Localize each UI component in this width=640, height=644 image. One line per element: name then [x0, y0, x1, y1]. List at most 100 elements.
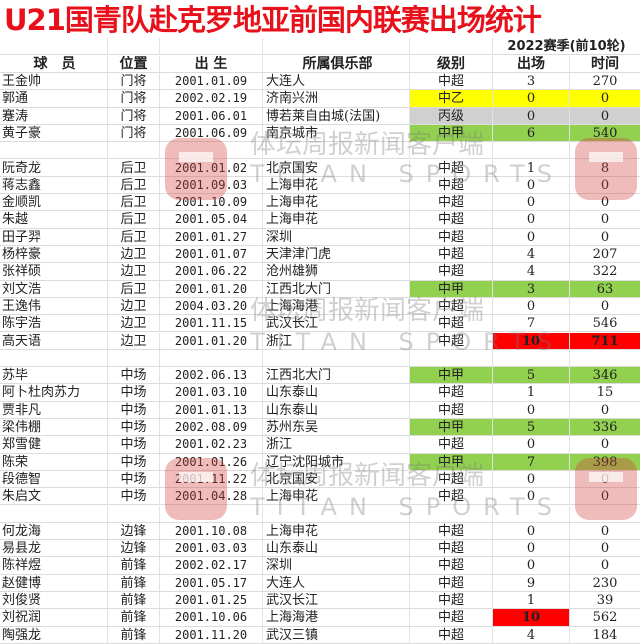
club-cell[interactable]: 天津津门虎: [263, 246, 410, 263]
player-name-cell[interactable]: 郭通: [0, 90, 108, 107]
player-name-cell[interactable]: 梁伟棚: [0, 419, 108, 436]
appearances-cell[interactable]: 1: [493, 159, 570, 176]
appearances-cell[interactable]: 0: [493, 436, 570, 453]
minutes-cell[interactable]: 15: [596, 385, 614, 401]
league-level-cell[interactable]: 中超: [410, 626, 493, 643]
minutes-cell[interactable]: 0: [600, 402, 610, 418]
minutes-cell[interactable]: 711: [570, 332, 640, 349]
birth-date-cell[interactable]: 2001.06.01: [160, 107, 263, 124]
position-cell[interactable]: 后卫: [108, 211, 160, 228]
birth-date-cell[interactable]: 2002.06.13: [160, 367, 263, 384]
header-player[interactable]: 球 员: [0, 55, 108, 72]
birth-date-cell[interactable]: [160, 349, 263, 367]
birth-date-cell[interactable]: 2001.01.27: [160, 228, 263, 245]
league-level-cell[interactable]: 中超: [410, 384, 493, 401]
appearances-cell[interactable]: 0: [493, 401, 570, 418]
player-name-cell[interactable]: 朱越: [0, 211, 108, 228]
club-cell[interactable]: 武汉三镇: [263, 626, 410, 643]
league-level-cell[interactable]: 中超: [410, 574, 493, 591]
league-level-cell[interactable]: 中超: [410, 246, 493, 263]
club-cell[interactable]: 北京国安: [263, 470, 410, 488]
league-level-cell[interactable]: 中超: [410, 401, 493, 418]
position-cell[interactable]: 中场: [108, 453, 160, 470]
birth-date-cell[interactable]: 2001.04.28: [160, 488, 263, 505]
position-cell[interactable]: 后卫: [108, 228, 160, 245]
birth-date-cell[interactable]: [160, 505, 263, 522]
minutes-cell[interactable]: 346: [570, 367, 640, 384]
appearances-cell[interactable]: 0: [493, 107, 570, 124]
appearances-cell[interactable]: 4: [493, 246, 570, 263]
position-cell[interactable]: 中场: [108, 384, 160, 401]
club-cell[interactable]: 上海海港: [263, 297, 410, 315]
minutes-cell[interactable]: 0: [570, 90, 640, 107]
league-level-cell[interactable]: 中超: [410, 73, 493, 90]
birth-date-cell[interactable]: 2001.01.07: [160, 246, 263, 263]
appearances-cell[interactable]: 0: [493, 194, 570, 211]
league-level-cell[interactable]: 中乙: [410, 90, 493, 107]
club-cell[interactable]: 上海申花: [263, 488, 410, 505]
minutes-cell[interactable]: 0: [600, 195, 610, 211]
league-level-cell[interactable]: 中甲: [410, 280, 493, 297]
minutes-cell[interactable]: 540: [570, 124, 640, 142]
minutes-cell[interactable]: 230: [592, 575, 618, 591]
player-name-cell[interactable]: 陈荣: [0, 453, 108, 470]
position-cell[interactable]: 前锋: [108, 574, 160, 591]
player-name-cell[interactable]: [0, 349, 108, 367]
player-name-cell[interactable]: 阮奇龙: [0, 159, 108, 176]
minutes-cell[interactable]: 63: [570, 280, 640, 297]
position-cell[interactable]: 门将: [108, 107, 160, 124]
minutes-cell[interactable]: 39: [596, 593, 614, 608]
header-apps[interactable]: 出场: [493, 55, 570, 72]
header-birth[interactable]: 出 生: [160, 55, 263, 72]
position-cell[interactable]: 后卫: [108, 280, 160, 297]
birth-date-cell[interactable]: 2001.01.13: [160, 401, 263, 418]
player-name-cell[interactable]: 何龙海: [0, 522, 108, 540]
league-level-cell[interactable]: 中超: [410, 159, 493, 176]
player-name-cell[interactable]: 贾非凡: [0, 401, 108, 418]
birth-date-cell[interactable]: [160, 142, 263, 159]
league-level-cell[interactable]: 丙级: [410, 107, 493, 124]
header-level[interactable]: 级别: [410, 55, 493, 72]
player-name-cell[interactable]: 刘俊贤: [0, 592, 108, 609]
birth-date-cell[interactable]: 2001.10.08: [160, 522, 263, 540]
position-cell[interactable]: 后卫: [108, 176, 160, 194]
minutes-cell[interactable]: 184: [592, 627, 618, 643]
birth-date-cell[interactable]: 2001.01.09: [160, 73, 263, 90]
league-level-cell[interactable]: [410, 142, 493, 159]
appearances-cell[interactable]: 1: [493, 384, 570, 401]
minutes-cell[interactable]: [570, 350, 640, 366]
player-name-cell[interactable]: 段德智: [0, 470, 108, 488]
minutes-cell[interactable]: 270: [592, 74, 618, 89]
league-level-cell[interactable]: 中超: [410, 176, 493, 194]
appearances-cell[interactable]: 0: [493, 176, 570, 194]
player-name-cell[interactable]: 阿卜杜肉苏力: [0, 384, 108, 401]
cell[interactable]: [263, 38, 410, 55]
minutes-cell[interactable]: 0: [600, 437, 610, 453]
minutes-cell[interactable]: 0: [600, 523, 610, 539]
birth-date-cell[interactable]: 2004.03.20: [160, 297, 263, 315]
position-cell[interactable]: 门将: [108, 73, 160, 90]
birth-date-cell[interactable]: 2001.03.10: [160, 384, 263, 401]
birth-date-cell[interactable]: 2001.01.02: [160, 159, 263, 176]
position-cell[interactable]: 前锋: [108, 592, 160, 609]
player-name-cell[interactable]: 王金帅: [0, 73, 108, 90]
appearances-cell[interactable]: 10: [493, 609, 570, 626]
player-name-cell[interactable]: 赵健博: [0, 574, 108, 591]
appearances-cell[interactable]: 0: [493, 488, 570, 505]
club-cell[interactable]: 沧州雄狮: [263, 263, 410, 280]
position-cell[interactable]: 边卫: [108, 332, 160, 349]
birth-date-cell[interactable]: 2001.03.03: [160, 540, 263, 557]
club-cell[interactable]: 上海申花: [263, 176, 410, 194]
club-cell[interactable]: 山东泰山: [263, 401, 410, 418]
player-name-cell[interactable]: 刘祝润: [0, 609, 108, 626]
league-level-cell[interactable]: 中超: [410, 194, 493, 211]
position-cell[interactable]: 边卫: [108, 297, 160, 315]
minutes-cell[interactable]: 8: [600, 160, 610, 176]
player-name-cell[interactable]: 郑雪健: [0, 436, 108, 453]
minutes-cell[interactable]: 0: [600, 177, 610, 193]
appearances-cell[interactable]: 6: [493, 124, 570, 142]
position-cell[interactable]: 后卫: [108, 194, 160, 211]
league-level-cell[interactable]: 中超: [410, 488, 493, 505]
birth-date-cell[interactable]: 2001.01.25: [160, 592, 263, 609]
minutes-cell[interactable]: 0: [600, 541, 610, 557]
